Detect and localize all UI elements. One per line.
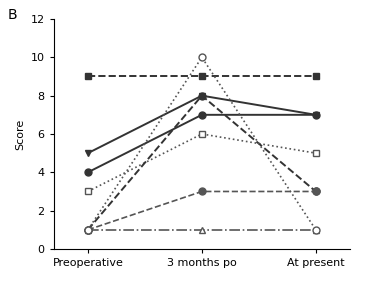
Y-axis label: Score: Score [15, 118, 25, 150]
Text: B: B [7, 8, 17, 22]
